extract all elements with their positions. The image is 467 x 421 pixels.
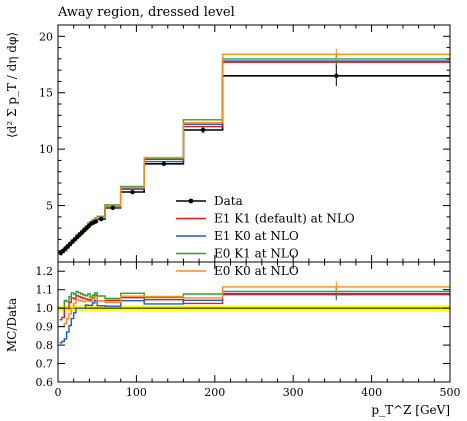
main-y-axis-label: ⟨d² Σ p_T / dη dφ⟩ — [5, 32, 19, 138]
data-point — [161, 161, 167, 167]
data-point — [110, 205, 116, 211]
main-y-tick-label: 15 — [39, 87, 53, 100]
ratio-line-1 — [59, 292, 450, 344]
legend-label-2: E1 K0 at NLO — [214, 229, 299, 243]
ratio-panel: 0.6 0.7 0.8 0.9 1.0 1.1 1.2 0 100 200 300 400 500 — [36, 25, 461, 399]
x-tick-label: 0 — [55, 386, 62, 399]
legend-label-4: E0 K0 at NLO — [214, 264, 299, 278]
legend-label-0: Data — [214, 194, 243, 208]
main-y-tick-label: 5 — [46, 200, 53, 213]
ratio-line-2 — [59, 290, 450, 309]
ratio-y-tick-label: 0.6 — [36, 376, 54, 389]
ratio-y-tick-label: 1.1 — [36, 284, 54, 297]
legend-label-3: E0 K1 at NLO — [214, 247, 299, 261]
data-point — [98, 216, 104, 222]
ratio-frame — [57, 261, 451, 383]
ratio-y-tick-label: 1.2 — [36, 265, 54, 278]
data-point — [93, 219, 99, 224]
main-panel: 5 10 15 20 — [39, 24, 451, 263]
data-point — [200, 127, 206, 133]
series-line-1 — [59, 60, 450, 256]
x-tick-label: 200 — [204, 386, 225, 399]
ratio-y-tick-label: 0.7 — [36, 358, 54, 371]
x-axis-label: p_T^Z [GeV] — [371, 403, 450, 417]
ratio-line-3 — [59, 286, 450, 328]
plot-title: Away region, dressed level — [57, 5, 235, 20]
data-point — [130, 189, 135, 195]
series-data-line — [59, 75, 450, 254]
ratio-y-tick-label: 1.0 — [36, 302, 54, 315]
ratio-y-tick-label: 0.8 — [36, 339, 54, 352]
x-tick-label: 100 — [126, 386, 147, 399]
main-y-tick-label: 10 — [39, 143, 53, 156]
main-y-tick-label: 20 — [39, 30, 53, 43]
x-tick-label: 500 — [440, 386, 461, 399]
legend: Data E1 K1 (default) at NLO E1 K0 at NLO E0… — [176, 194, 355, 278]
x-tick-label: 300 — [283, 386, 304, 399]
legend-marker-data — [188, 198, 194, 204]
ratio-y-tick-label: 0.9 — [36, 321, 54, 334]
data-point — [334, 73, 339, 78]
legend-label-1: E1 K1 (default) at NLO — [214, 212, 355, 226]
x-tick-label: 400 — [361, 386, 382, 399]
ratio-y-axis-label: MC/Data — [5, 298, 19, 352]
